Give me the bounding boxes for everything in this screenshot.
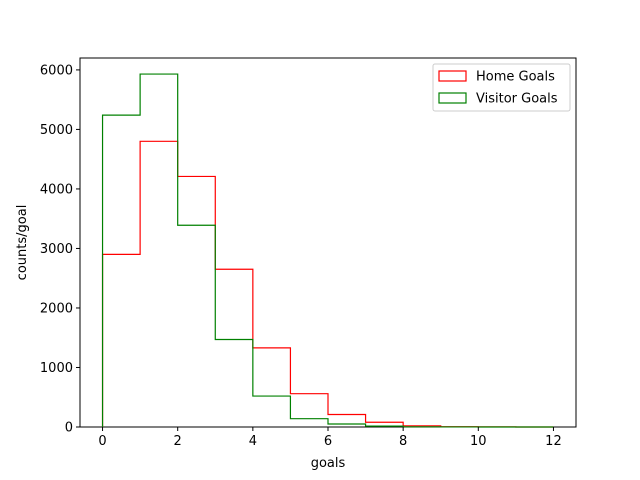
y-tick-label: 5000 (40, 123, 73, 138)
legend-swatch (438, 70, 467, 82)
x-tick-label: 2 (174, 434, 182, 449)
x-axis-label: goals (311, 456, 346, 471)
y-tick-label: 4000 (40, 182, 73, 197)
legend-box (432, 63, 571, 112)
y-tick-label: 0 (65, 421, 73, 436)
legend-swatch (438, 92, 467, 104)
legend-label: Home Goals (476, 70, 555, 85)
y-tick-label: 1000 (40, 361, 73, 376)
x-tick-label: 8 (399, 434, 407, 449)
y-axis-ticks: 0 1000 2000 3000 4000 5000 6000 (40, 63, 80, 436)
plot-frame (79, 57, 577, 428)
x-tick-label: 10 (470, 434, 487, 449)
plot-area: 0 2 4 6 8 10 12 0 1000 2000 3000 4000 5000 6000 (40, 57, 577, 449)
x-tick-label: 12 (545, 434, 562, 449)
x-axis-ticks: 0 2 4 6 8 10 12 (98, 427, 562, 449)
y-tick-label: 2000 (40, 301, 73, 316)
x-tick-label: 6 (324, 434, 332, 449)
legend: Home Goals Visitor Goals (432, 63, 571, 112)
series-step-visitor-goals (101, 73, 554, 428)
y-tick-label: 6000 (40, 63, 73, 78)
x-tick-label: 0 (98, 434, 106, 449)
legend-label: Visitor Goals (476, 92, 558, 107)
y-tick-label: 3000 (40, 242, 73, 257)
x-tick-label: 4 (249, 434, 257, 449)
y-axis-label: counts/goal (15, 205, 30, 281)
series-layer (101, 73, 554, 428)
